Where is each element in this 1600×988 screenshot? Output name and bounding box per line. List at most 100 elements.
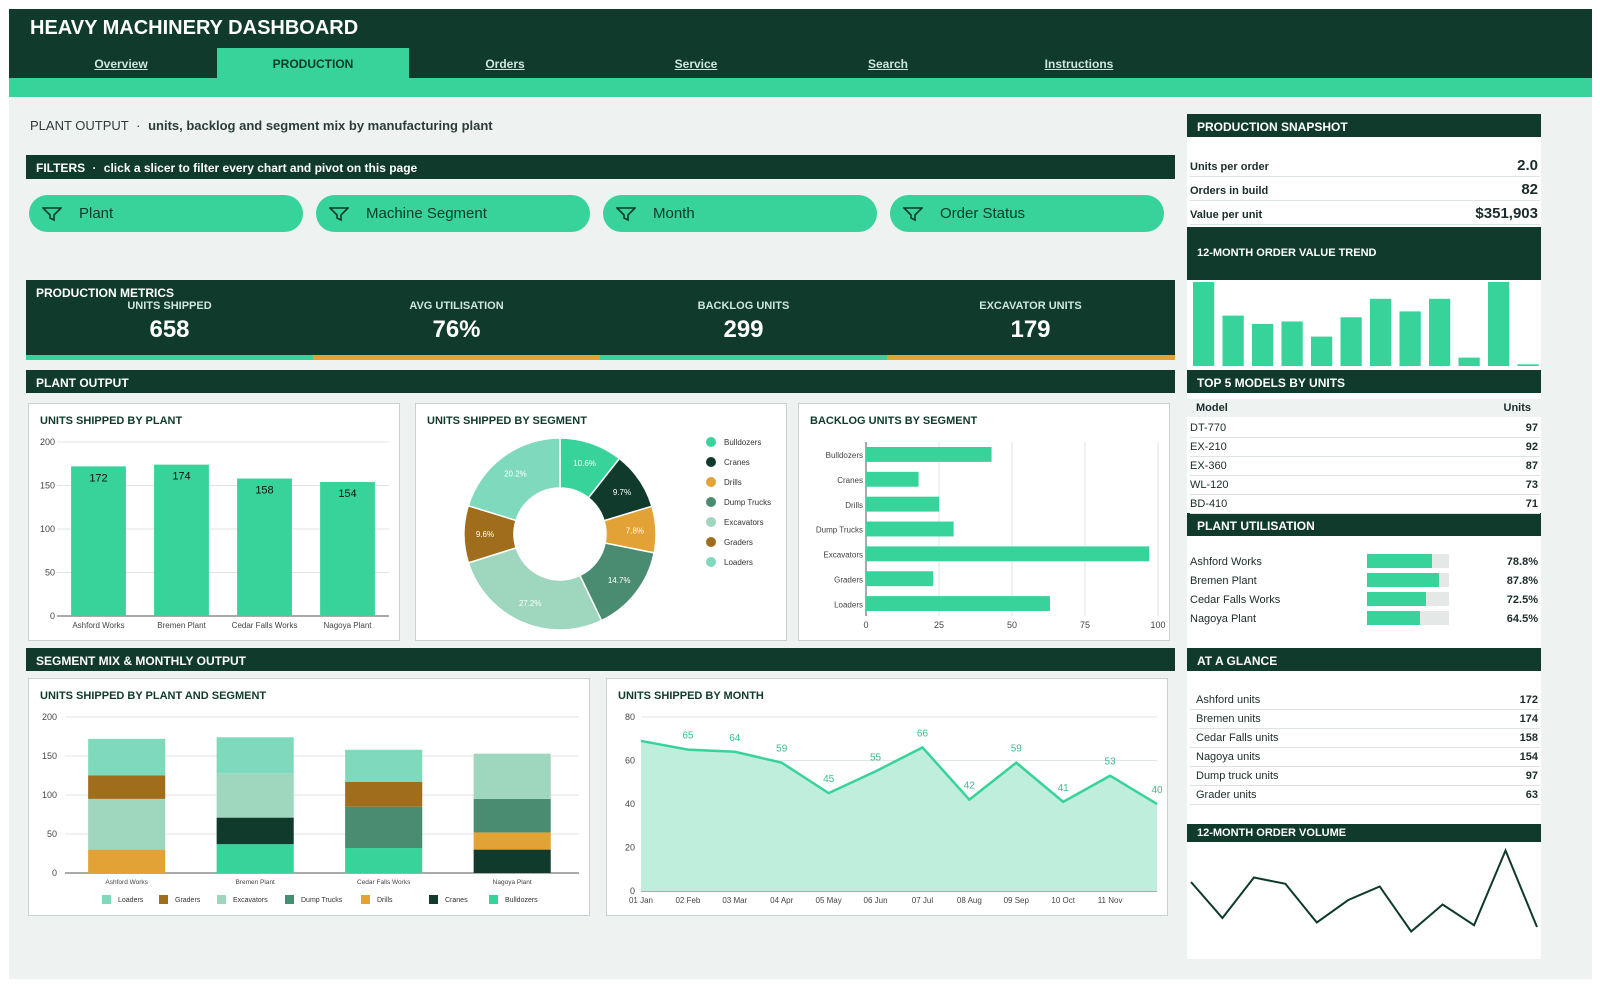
x-tick-label: 05 May xyxy=(816,896,842,905)
x-tick-label: 75 xyxy=(1080,620,1090,630)
chart-units-by-segment: 10.6% 9.7% 7.8% 14.7% 27.2% 9.6% 20.2% Bulldoze… xyxy=(463,437,771,631)
utilisation-title: PLANT UTILISATION xyxy=(1187,513,1541,536)
chart-title: UNITS SHIPPED BY SEGMENT xyxy=(427,415,587,427)
top-models-title: TOP 5 MODELS BY UNITS xyxy=(1187,370,1541,393)
trend-bar xyxy=(1222,315,1244,366)
snapshot-label: Value per unit xyxy=(1190,209,1263,221)
kpi-backlog-units: BACKLOG UNITS 299 xyxy=(600,300,887,344)
legend-swatch xyxy=(706,497,716,507)
x-tick-label: Bremen Plant xyxy=(235,879,275,886)
y-tick-label: Drills xyxy=(845,501,863,510)
area-fill xyxy=(641,740,1157,891)
data-label: 172 xyxy=(89,472,107,484)
page-subtitle: units, backlog and segment mix by manufa… xyxy=(148,118,493,133)
chart-title: UNITS SHIPPED BY PLANT AND SEGMENT xyxy=(40,690,267,702)
utilisation-pct: 78.8% xyxy=(1506,556,1538,568)
legend-swatch xyxy=(706,517,716,527)
chart-backlog-by-segment: 0 25 50 75 100 Bulldozers Cranes Drills Dump Tru… xyxy=(816,442,1166,630)
row-value: 71 xyxy=(1525,498,1538,510)
utilisation-track xyxy=(1367,573,1449,587)
stack-segment xyxy=(88,849,166,873)
slice-label: 20.2% xyxy=(504,470,527,479)
legend-swatch xyxy=(159,895,168,904)
slicer-month[interactable]: Month xyxy=(603,195,877,232)
y-tick-label: Loaders xyxy=(834,600,863,609)
utilisation-pct: 64.5% xyxy=(1506,613,1538,625)
chart-order-volume xyxy=(1190,847,1538,933)
snapshot-row: Value per unit $351,903 xyxy=(1190,203,1540,225)
legend-swatch xyxy=(217,895,226,904)
x-tick-label: Bremen Plant xyxy=(157,621,206,630)
kpi-label: EXCAVATOR UNITS xyxy=(979,300,1082,312)
panel-backlog-by-segment: BACKLOG UNITS BY SEGMENT 0 25 50 75 100 Bulld… xyxy=(798,403,1170,641)
slice-label: 9.7% xyxy=(613,488,631,497)
data-label: 59 xyxy=(1011,744,1023,755)
tab-service[interactable]: Service xyxy=(674,57,718,71)
separator: · xyxy=(136,118,141,133)
y-tick-label: 20 xyxy=(625,843,635,853)
trend-bar xyxy=(1340,317,1362,366)
nav-bar: Overview PRODUCTION Orders Service Searc… xyxy=(9,48,1592,78)
metrics-panel: PRODUCTION METRICS xyxy=(26,280,1175,360)
pie-slice xyxy=(467,546,603,631)
x-tick-label: Cedar Falls Works xyxy=(357,879,411,886)
model-row: EX-360 87 xyxy=(1190,457,1540,476)
data-label: 45 xyxy=(823,774,835,785)
x-tick-label: Ashford Works xyxy=(72,621,124,630)
kpi-label: BACKLOG UNITS xyxy=(697,300,790,312)
app-title: HEAVY MACHINERY DASHBOARD xyxy=(9,9,1592,48)
glance-row: Dump truck units 97 xyxy=(1190,767,1540,786)
slicer-machine-segment[interactable]: Machine Segment xyxy=(316,195,590,232)
legend-swatch xyxy=(285,895,294,904)
y-tick-label: Graders xyxy=(834,575,863,584)
tab-instructions[interactable]: Instructions xyxy=(1044,57,1114,71)
data-label: 158 xyxy=(255,485,273,497)
trend-bar xyxy=(1399,311,1421,366)
col-units: Units xyxy=(1503,402,1532,414)
accent-stripe xyxy=(9,78,1592,97)
tab-orders[interactable]: Orders xyxy=(485,57,525,71)
data-label: 154 xyxy=(338,488,356,500)
utilisation-fill xyxy=(1367,592,1427,606)
plant-label: Cedar Falls Works xyxy=(1190,594,1281,606)
y-tick-label: 50 xyxy=(47,829,57,839)
slicer-plant[interactable]: Plant xyxy=(29,195,303,232)
glance-row: Grader units 63 xyxy=(1190,786,1540,805)
snapshot-title: PRODUCTION SNAPSHOT xyxy=(1187,114,1541,137)
panel-monthly: UNITS SHIPPED BY MONTH 0 20 40 60 80 65 64 59 45… xyxy=(606,678,1168,916)
utilisation-fill xyxy=(1367,611,1420,625)
bar xyxy=(866,596,1050,612)
bar xyxy=(154,464,209,616)
row-value: 87 xyxy=(1525,460,1538,472)
legend-label: Loaders xyxy=(724,558,753,567)
tab-search[interactable]: Search xyxy=(867,57,909,71)
data-label: 65 xyxy=(682,731,694,742)
trend-bar xyxy=(1311,336,1333,366)
x-tick-label: 06 Jun xyxy=(864,896,888,905)
snapshot-row: Orders in build 82 xyxy=(1190,179,1540,201)
model-row: WL-120 73 xyxy=(1190,476,1540,495)
row-value: 158 xyxy=(1519,732,1538,744)
row-label: EX-360 xyxy=(1190,460,1227,472)
legend-label: Bulldozers xyxy=(505,897,538,904)
data-label: 66 xyxy=(917,728,929,739)
stack-segment xyxy=(345,848,423,873)
chart-title: BACKLOG UNITS BY SEGMENT xyxy=(810,415,978,427)
utilisation-row: Nagoya Plant 64.5% xyxy=(1190,610,1540,627)
x-tick-label: Nagoya Plant xyxy=(323,621,372,630)
utilisation-track xyxy=(1367,592,1449,606)
slicer-order-status[interactable]: Order Status xyxy=(890,195,1164,232)
tab-production[interactable]: PRODUCTION xyxy=(217,48,409,78)
legend-label: Loaders xyxy=(118,897,144,904)
bar xyxy=(320,482,375,616)
glance-row: Cedar Falls units 158 xyxy=(1190,729,1540,748)
bar xyxy=(866,446,992,462)
stack-segment xyxy=(216,737,294,774)
legend-label: Drills xyxy=(377,897,393,904)
legend-label: Excavators xyxy=(724,518,764,527)
legend-swatch xyxy=(489,895,498,904)
x-tick-label: 50 xyxy=(1007,620,1017,630)
slicer-label: Plant xyxy=(79,205,114,222)
tab-overview[interactable]: Overview xyxy=(94,57,148,71)
stack-segment xyxy=(88,798,166,850)
